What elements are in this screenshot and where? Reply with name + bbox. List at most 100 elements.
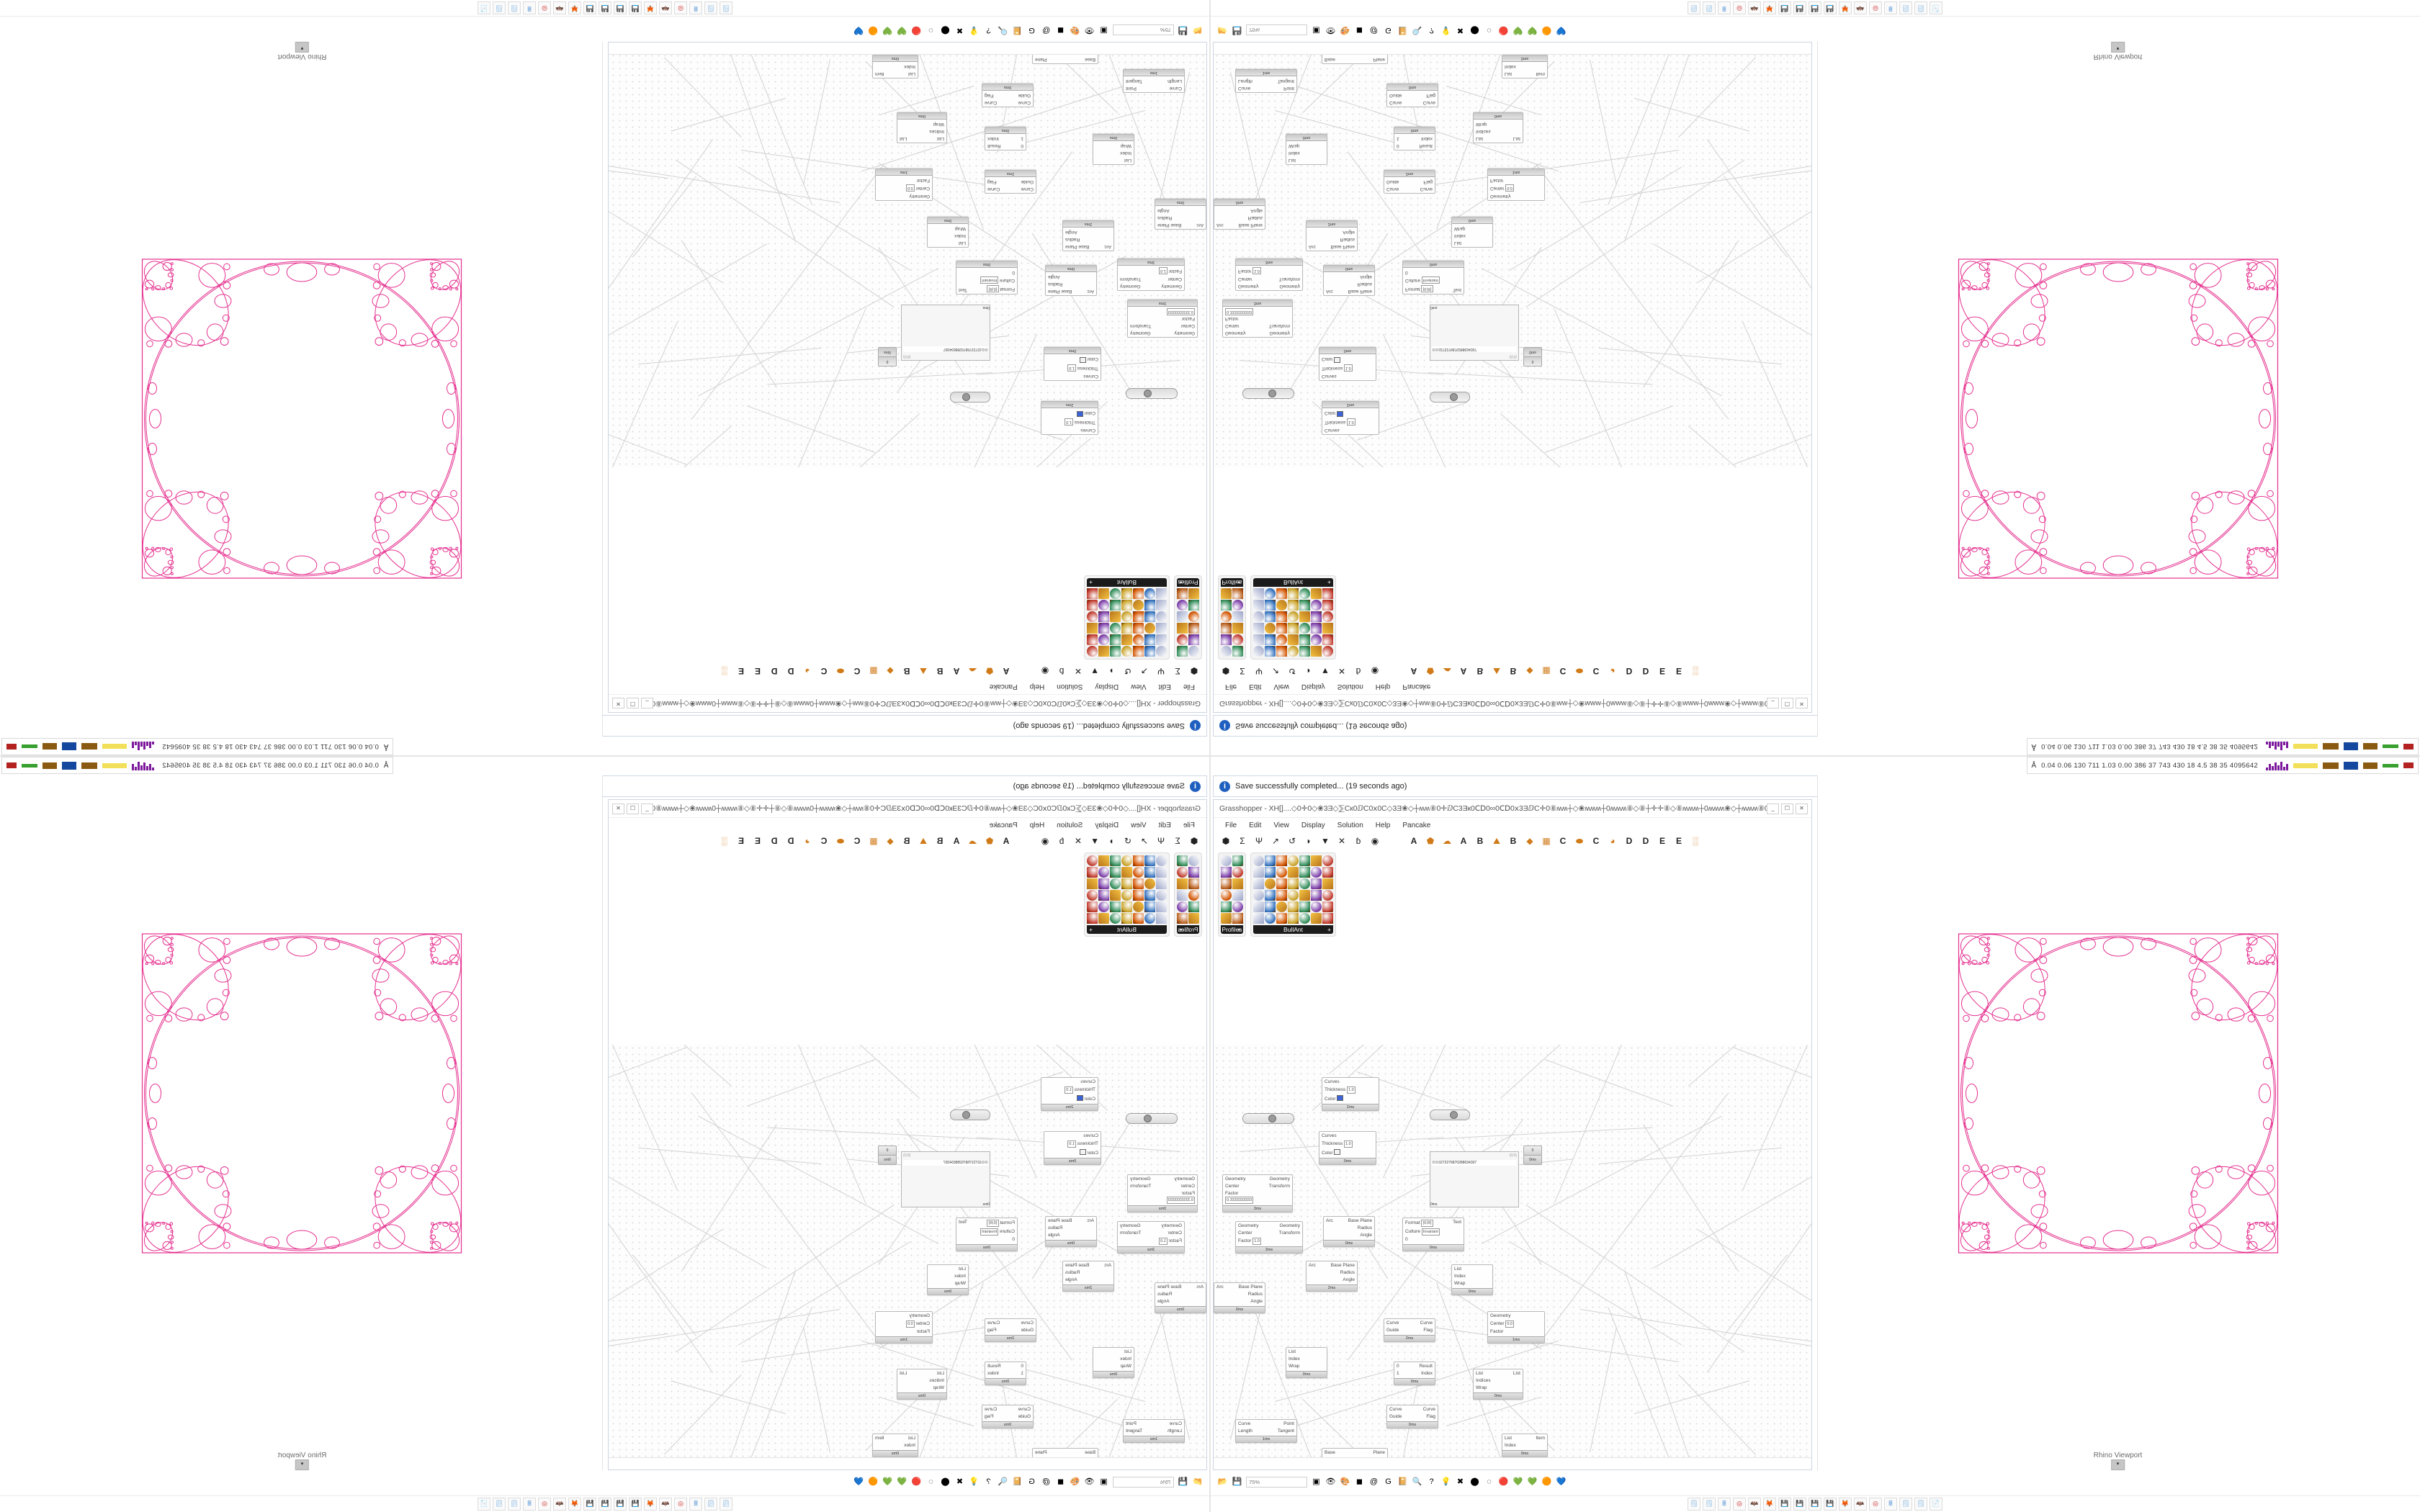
palette-component-icon[interactable] [1221, 634, 1232, 645]
ribbon-tab-A[interactable]: A [953, 836, 960, 846]
extrude-icon[interactable]: ◼ [1355, 26, 1363, 35]
node-input-param[interactable]: Arc [1326, 1218, 1333, 1223]
render-icon[interactable]: 🎨 [1340, 26, 1350, 35]
node-output-param[interactable]: Angle [1343, 1277, 1355, 1282]
node-output-param[interactable]: Flag [987, 179, 997, 184]
palette-component-icon[interactable] [1121, 646, 1132, 657]
shuffle-icon[interactable]: ✖ [1456, 26, 1464, 35]
gh-node[interactable]: Curve Length Point Tangent 1ms [1235, 1419, 1297, 1443]
gh-node[interactable]: Geometry Center Factor 1.0 Geometry Transf… [1235, 258, 1303, 291]
cloud-icon[interactable]: ☁ [1443, 666, 1451, 676]
palette-bullant[interactable]: BullAnt + [1084, 852, 1170, 937]
node-output-param[interactable]: Item [875, 1436, 884, 1441]
node-output-param[interactable]: Radius [1247, 1292, 1263, 1297]
palette-grid[interactable] [1221, 855, 1243, 924]
gh-node[interactable]: Arc Base Plane Radius Angle 0ms [1214, 199, 1265, 230]
color-swatch[interactable] [1337, 411, 1344, 417]
gh-node[interactable]: List Indices Wrap List 0ms [897, 112, 947, 143]
palette-component-icon[interactable] [1265, 646, 1276, 657]
gh-node[interactable]: Curve Guide Curve Flag 2ms [985, 170, 1036, 194]
node-output-param[interactable]: Base Plane [1048, 289, 1072, 294]
node-input-param[interactable]: Arc [1104, 244, 1111, 249]
open-file-icon[interactable]: 📂 [1192, 26, 1203, 35]
ribbon-tab-D[interactable]: D [787, 666, 794, 676]
palette-component-icon[interactable] [1144, 646, 1155, 657]
palette-component-icon[interactable] [1299, 646, 1310, 657]
palette-component-icon[interactable] [1177, 867, 1188, 878]
taskbar-bat-icon[interactable]: 🦇 [553, 1498, 566, 1511]
palette-component-icon[interactable] [1098, 634, 1109, 645]
color-swatch[interactable] [1076, 1095, 1083, 1101]
node-value-field[interactable]: 1.0 [1344, 1140, 1353, 1148]
node-input-param[interactable]: Index [954, 233, 966, 238]
menu-item-file[interactable]: File [1183, 683, 1195, 691]
palette-component-icon[interactable] [1322, 867, 1333, 878]
node-value-field[interactable]: 1.0 [1159, 1238, 1168, 1245]
grasshopper-window[interactable]: Grasshopper - XH[]....◇0✛0◇❀3Ǝ◇⅀Cк0ⅅC0ⅹ0… [1213, 799, 1812, 1470]
render-icon[interactable]: 🎨 [1070, 1477, 1080, 1486]
gh-node[interactable]: Arc Base Plane Radius Angle 0ms [1323, 1216, 1375, 1247]
palette-expand-icon[interactable]: + [1237, 926, 1241, 933]
node-input-param[interactable]: Length [1238, 78, 1252, 84]
node-output-param[interactable]: Base Plane [1330, 1263, 1355, 1268]
node-input-param[interactable]: List [1505, 1436, 1512, 1441]
sigma-icon[interactable]: Σ [1175, 836, 1180, 846]
component-palettes[interactable]: Profiles + BullAnt + [1214, 850, 1811, 937]
palette-component-icon[interactable] [1087, 588, 1098, 599]
palette-component-icon[interactable] [1276, 890, 1287, 901]
node-value-field[interactable]: {0;R} [1421, 285, 1433, 292]
node-input-param[interactable]: Center [1225, 1184, 1240, 1189]
palette-component-icon[interactable] [1098, 855, 1109, 866]
palette-component-icon[interactable] [1232, 901, 1243, 912]
gh-slider[interactable] [950, 1110, 990, 1120]
node-output-param[interactable]: Flag [987, 1328, 997, 1333]
node-input-param[interactable]: Color [1325, 410, 1355, 417]
taskbar-save-green-icon[interactable]: 💾 [1809, 1498, 1821, 1511]
node-output-param[interactable]: Radius [1048, 282, 1063, 287]
slider-handle[interactable] [962, 1111, 970, 1119]
display-mode-icon[interactable]: 👁 [1084, 26, 1095, 35]
palette-component-icon[interactable] [1144, 878, 1155, 889]
sprout-icon[interactable]: Ψ [1255, 666, 1263, 676]
node-value-field[interactable]: {0;R} [1421, 1220, 1433, 1227]
node-input-param[interactable]: Arc [1326, 289, 1333, 294]
gh-node[interactable]: Geometry Center Factor 0.3333333333 Geome… [1222, 300, 1293, 338]
menu-item-pancake[interactable]: Pancake [1402, 683, 1431, 691]
menu-item-solution[interactable]: Solution [1337, 821, 1363, 829]
palette-component-icon[interactable] [1144, 867, 1155, 878]
grasshopper-title-bar[interactable]: Grasshopper - XH[]....◇0✛0◇❀3Ǝ◇⅀Cк0ⅅC0ⅹ0… [609, 800, 1206, 818]
palette-component-icon[interactable] [1221, 890, 1232, 901]
grasshopper-window[interactable]: Grasshopper - XH[]....◇0✛0◇❀3Ǝ◇⅀Cк0ⅅC0ⅹ0… [1213, 42, 1812, 713]
palette-component-icon[interactable] [1232, 913, 1243, 924]
color-swatch[interactable] [1079, 1149, 1086, 1155]
ribbon-tab-D[interactable]: D [1642, 836, 1649, 846]
taskbar-note-icon[interactable]: 🗒 [1914, 1498, 1927, 1511]
taskbar[interactable]: 🗒 🗒 🖩 ◎ 🦇 🦊 💾 💾 💾 💾 🦊 🦇 ◎ 🖩 🗒 🗒 📄 [1210, 1495, 2420, 1512]
close-button[interactable]: ✕ [612, 698, 624, 709]
gh-node[interactable]: 0 1 Result Index 0ms [985, 1362, 1026, 1385]
maximize-button[interactable]: ☐ [1781, 698, 1793, 709]
node-output-param[interactable]: List [900, 136, 908, 141]
palette-component-icon[interactable] [1087, 913, 1098, 924]
transform-icon[interactable]: ɓ [1355, 836, 1361, 846]
palette-profiles[interactable]: Profiles + [1174, 852, 1202, 937]
palette-tab-profiles[interactable]: Profiles + [1221, 925, 1243, 934]
node-input-param[interactable]: Factor 0.3333333333 [1225, 308, 1254, 321]
node-input-param[interactable]: Arc [1216, 222, 1224, 228]
viewport-tab[interactable]: Rhino Viewport ▾ [278, 1452, 326, 1470]
node-output-param[interactable]: Geometry [1130, 1176, 1151, 1182]
node-input-param[interactable]: Center [1168, 1230, 1182, 1236]
gh-node[interactable]: Curve Length Point Tangent 1ms [1123, 69, 1185, 93]
node-output-param[interactable]: Radius [1157, 1292, 1173, 1297]
grasshopper-title-bar[interactable]: Grasshopper - XH[]....◇0✛0◇❀3Ǝ◇⅀Cк0ⅅC0ⅹ0… [1214, 800, 1811, 818]
node-input-param[interactable]: Center 0.0 [906, 184, 930, 192]
blue-icon[interactable]: 💙 [1556, 1477, 1567, 1486]
palette-expand-icon[interactable]: + [1237, 579, 1241, 586]
bulb-icon[interactable]: 💡 [1440, 1477, 1451, 1486]
node-input-param[interactable]: Geometry [1161, 1223, 1182, 1228]
taskbar-rhino-red-icon[interactable]: ◎ [1869, 1498, 1882, 1511]
bulb-icon[interactable]: 💡 [969, 26, 980, 35]
palette-component-icon[interactable] [1110, 878, 1121, 889]
palette-expand-icon[interactable]: + [1179, 579, 1183, 586]
node-output-param[interactable]: Plane [1373, 1450, 1385, 1455]
